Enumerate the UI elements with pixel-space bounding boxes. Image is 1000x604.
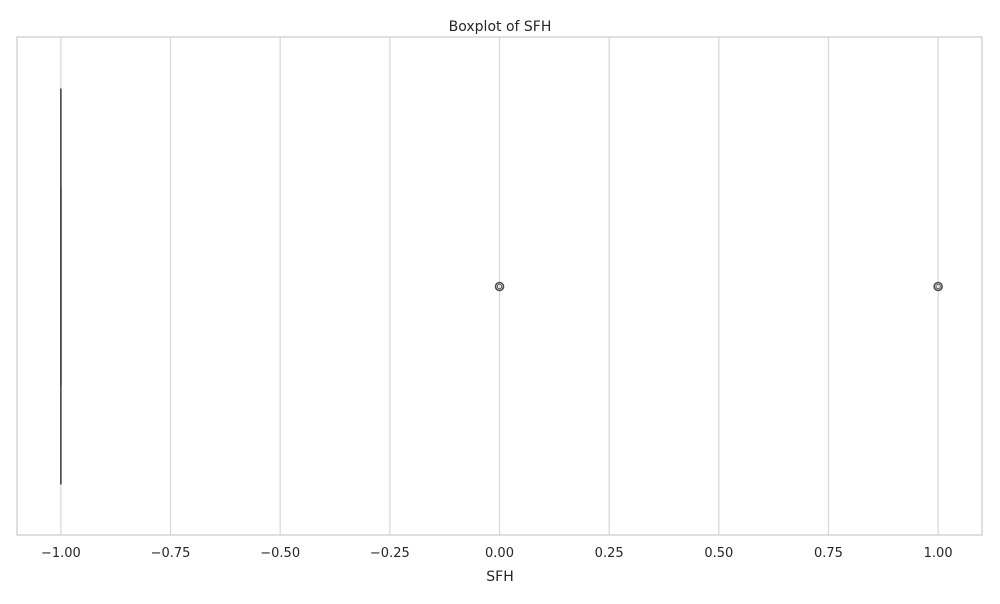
x-tick-labels: −1.00 −0.75 −0.50 −0.25 0.00 0.25 0.50 0.75 1.00 (41, 546, 953, 561)
x-tick-label: 0.25 (595, 546, 624, 561)
x-tick-label: 1.00 (924, 546, 953, 561)
x-tick-label: 0.75 (814, 546, 843, 561)
x-axis-label: SFH (486, 569, 513, 585)
grid-lines (61, 37, 938, 535)
x-tick-label: −1.00 (41, 546, 81, 561)
chart-title: Boxplot of SFH (449, 19, 552, 35)
x-tick-label: −0.75 (151, 546, 191, 561)
x-tick-label: −0.25 (370, 546, 410, 561)
x-tick-label: −0.50 (260, 546, 300, 561)
x-tick-label: 0.00 (485, 546, 514, 561)
x-tick-label: 0.50 (704, 546, 733, 561)
